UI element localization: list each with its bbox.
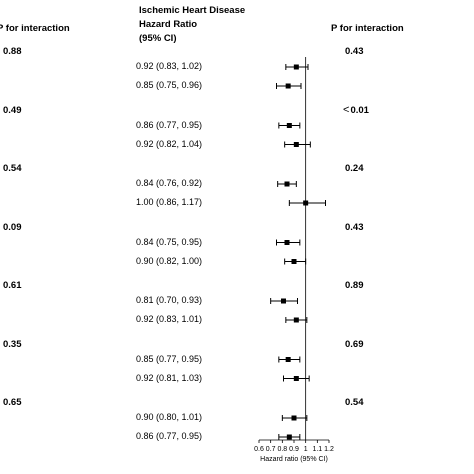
p-interaction-right-value: 0.01: [350, 104, 369, 116]
p-interaction-left: 0.35: [3, 338, 22, 350]
p-interaction-right-value: 0.54: [345, 397, 364, 408]
p-interaction-right-value: 0.43: [345, 46, 364, 57]
hazard-ratio-point: [286, 434, 292, 440]
hr-ci-label: 0.84 (0.76, 0.92): [136, 178, 203, 188]
hazard-ratio-point: [281, 298, 286, 304]
hazard-ratio-point: [293, 317, 299, 323]
hazard-ratio-point: [293, 376, 299, 381]
p-interaction-left: 0.09: [3, 221, 22, 233]
hazard-ratio-point: [291, 415, 297, 421]
hr-ci-label: 0.86 (0.77, 0.95): [136, 119, 203, 130]
hr-ci-label: 0.92 (0.83, 1.01): [136, 314, 203, 324]
hr-ci-label: 1.00 (0.86, 1.17): [136, 197, 203, 207]
x-axis-label: Hazard ratio (95% CI): [260, 456, 328, 463]
hr-ci-label: 0.90 (0.80, 1.01): [136, 412, 203, 422]
hazard-ratio-point: [285, 83, 291, 89]
hr-ci-label: 0.85 (0.75, 0.96): [136, 80, 203, 90]
p-interaction-left: 0.49: [3, 104, 22, 116]
x-tick-label: 1: [303, 446, 308, 453]
x-tick-label: 1.1: [312, 446, 323, 453]
p-interaction-left: 0.54: [3, 163, 22, 174]
p-interaction-left: 0.88: [3, 46, 22, 57]
hr-ci-label: 0.85 (0.77, 0.95): [136, 353, 203, 364]
hazard-ratio-point: [286, 123, 292, 128]
x-tick-label: 0.8: [277, 446, 288, 453]
hazard-ratio-point: [293, 142, 299, 147]
hazard-ratio-point: [284, 240, 290, 245]
p-interaction-left: 0.65: [3, 397, 22, 408]
hr-ci-label: 0.86 (0.77, 0.95): [136, 431, 203, 441]
hr-ci-label: 0.90 (0.82, 1.00): [136, 255, 203, 266]
hazard-ratio-point: [291, 259, 297, 264]
p-interaction-right: 0.69: [345, 339, 364, 350]
hr-ci-label: 0.92 (0.81, 1.03): [136, 372, 203, 383]
p-interaction-right-value: 0.89: [345, 280, 364, 291]
hr-ci-label: 0.92 (0.83, 1.02): [136, 61, 203, 71]
less-than-symbol: <: [343, 103, 350, 116]
x-tick-label: 0.9: [289, 446, 299, 453]
p-interaction-right: <0.01: [343, 103, 369, 116]
ci-header: (95% CI): [139, 33, 177, 44]
p-interaction-right-value: 0.69: [345, 338, 364, 350]
p-interaction-right-header: P for interaction: [331, 23, 404, 34]
hr-ci-label: 0.92 (0.82, 1.04): [136, 138, 203, 149]
hazard-ratio-header: Hazard Ratio: [139, 19, 198, 30]
p-interaction-right-value: 0.43: [345, 221, 364, 233]
column-title: Ischemic Heart Disease: [139, 5, 246, 16]
hr-ci-label: 0.84 (0.75, 0.95): [136, 236, 203, 247]
x-tick-label: 0.6: [254, 446, 264, 453]
hazard-ratio-point: [285, 357, 291, 362]
p-interaction-right: 0.43: [345, 46, 364, 57]
p-interaction-right: 0.89: [345, 280, 364, 291]
p-interaction-right-value: 0.24: [345, 163, 364, 174]
hazard-ratio-point: [284, 181, 290, 187]
p-interaction-right: 0.43: [345, 222, 364, 233]
p-interaction-right: 0.54: [345, 397, 364, 408]
p-interaction-left: 0.61: [3, 280, 22, 291]
p-interaction-left-header: P for interaction: [0, 23, 70, 34]
hr-ci-label: 0.81 (0.70, 0.93): [136, 295, 203, 305]
x-tick-label: 0.7: [265, 446, 276, 453]
p-interaction-right: 0.24: [345, 163, 364, 174]
x-tick-label: 1.2: [324, 446, 334, 453]
hazard-ratio-point: [293, 64, 299, 70]
